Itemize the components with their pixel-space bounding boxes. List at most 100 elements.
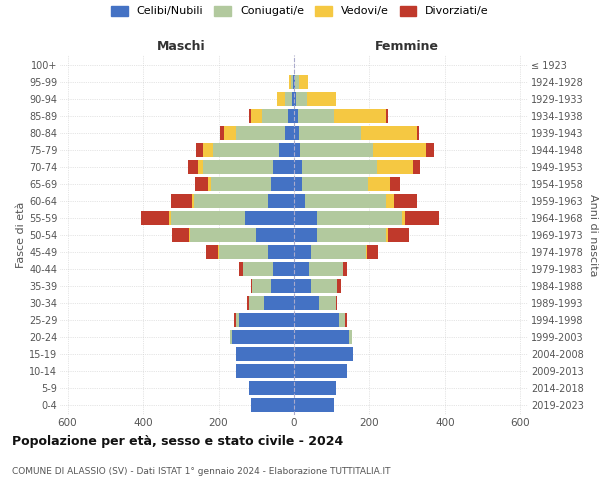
Bar [208,177,211,191]
Bar [373,143,426,157]
Bar [294,143,299,157]
Bar [232,330,294,344]
Bar [262,109,289,123]
Bar [294,211,317,225]
Bar [394,194,416,208]
Bar [413,160,421,174]
Bar [211,177,271,191]
Bar [294,381,335,395]
Bar [309,262,343,276]
Bar [239,313,294,327]
Bar [192,194,194,208]
Bar [235,364,294,378]
Bar [302,160,377,174]
Bar [294,313,339,327]
Bar [190,228,256,242]
Bar [296,92,307,106]
Bar [271,177,294,191]
Bar [224,126,235,140]
Bar [249,109,251,123]
Bar [172,194,192,208]
Bar [213,143,279,157]
Bar [386,109,388,123]
Bar [294,398,334,412]
Bar [317,211,401,225]
Bar [406,211,439,225]
Bar [230,330,232,344]
Bar [218,245,268,259]
Bar [256,228,294,242]
Bar [220,126,224,140]
Bar [203,143,213,157]
Bar [273,160,294,174]
Bar [294,75,295,89]
Bar [361,126,418,140]
Bar [335,296,337,310]
Bar [235,347,294,361]
Bar [390,177,400,191]
Bar [268,245,294,259]
Bar [141,211,169,225]
Bar [194,194,268,208]
Bar [367,245,378,259]
Bar [366,245,367,259]
Bar [249,381,294,395]
Bar [264,296,294,310]
Bar [289,109,294,123]
Bar [198,160,203,174]
Bar [307,92,335,106]
Bar [377,160,413,174]
Bar [169,211,172,225]
Bar [172,211,245,225]
Bar [251,109,262,123]
Bar [294,279,311,293]
Bar [311,279,337,293]
Bar [249,296,264,310]
Bar [294,330,349,344]
Y-axis label: Fasce di età: Fasce di età [16,202,26,268]
Legend: Celibi/Nubili, Coniugati/e, Vedovi/e, Divorziati/e: Celibi/Nubili, Coniugati/e, Vedovi/e, Di… [111,6,489,16]
Bar [188,160,198,174]
Bar [251,398,294,412]
Bar [299,75,308,89]
Bar [195,177,208,191]
Bar [292,75,293,89]
Bar [295,75,299,89]
Bar [277,92,284,106]
Bar [337,279,341,293]
Bar [299,126,361,140]
Bar [279,143,294,157]
Bar [294,109,298,123]
Bar [294,347,353,361]
Bar [294,245,311,259]
Text: COMUNE DI ALASSIO (SV) - Dati ISTAT 1° gennaio 2024 - Elaborazione TUTTITALIA.IT: COMUNE DI ALASSIO (SV) - Dati ISTAT 1° g… [12,468,391,476]
Bar [401,211,406,225]
Bar [284,126,294,140]
Bar [426,143,434,157]
Bar [368,177,390,191]
Bar [339,313,345,327]
Bar [294,296,319,310]
Bar [386,194,394,208]
Bar [298,109,334,123]
Bar [245,211,294,225]
Bar [289,75,292,89]
Bar [294,262,309,276]
Bar [294,194,305,208]
Bar [233,313,235,327]
Text: Femmine: Femmine [375,40,439,54]
Bar [235,126,284,140]
Bar [203,160,273,174]
Bar [305,194,386,208]
Bar [206,245,218,259]
Bar [319,296,335,310]
Bar [345,313,347,327]
Bar [196,143,203,157]
Y-axis label: Anni di nascita: Anni di nascita [587,194,598,276]
Bar [294,92,296,106]
Bar [294,364,347,378]
Text: Popolazione per età, sesso e stato civile - 2024: Popolazione per età, sesso e stato civil… [12,435,343,448]
Bar [293,75,294,89]
Bar [172,228,190,242]
Bar [294,228,317,242]
